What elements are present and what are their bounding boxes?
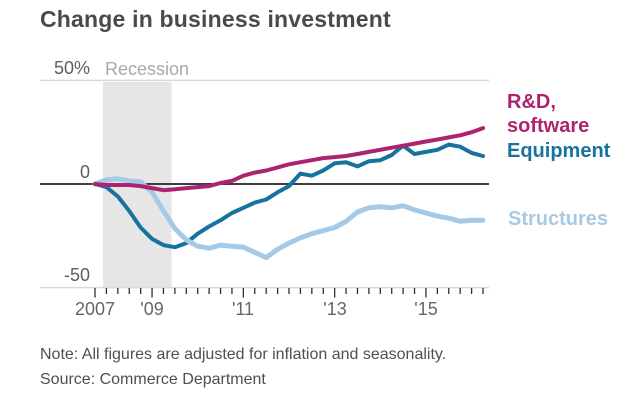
legend-rd-line2: software <box>507 115 590 137</box>
x-axis-label-13: '13 <box>323 299 347 319</box>
x-axis-label-15: '15 <box>414 299 438 319</box>
legend-structures: Structures <box>508 208 609 230</box>
legend-rd-software: R&D, software <box>507 90 589 138</box>
y-axis-label-50: 50% <box>53 58 90 78</box>
series-line-r-d-software <box>93 126 485 193</box>
source-text: Source: Commerce Department <box>40 371 266 388</box>
y-axis-label-0: 0 <box>79 162 90 182</box>
legend-rd-line1: R&D, <box>507 91 556 113</box>
recession-label: Recession <box>105 59 190 79</box>
note-text: Note: All figures are adjusted for infla… <box>40 346 447 363</box>
legend-equipment: Equipment <box>507 140 611 162</box>
x-axis-label-09: '09 <box>140 299 164 319</box>
series-line-structures <box>92 176 486 261</box>
x-axis-label-2007: 2007 <box>74 299 116 319</box>
x-axis-label-11: '11 <box>231 299 255 319</box>
chart-title: Change in business investment <box>40 6 391 32</box>
series-line-equipment <box>93 142 485 250</box>
y-axis-label-neg50: -50 <box>63 265 90 285</box>
